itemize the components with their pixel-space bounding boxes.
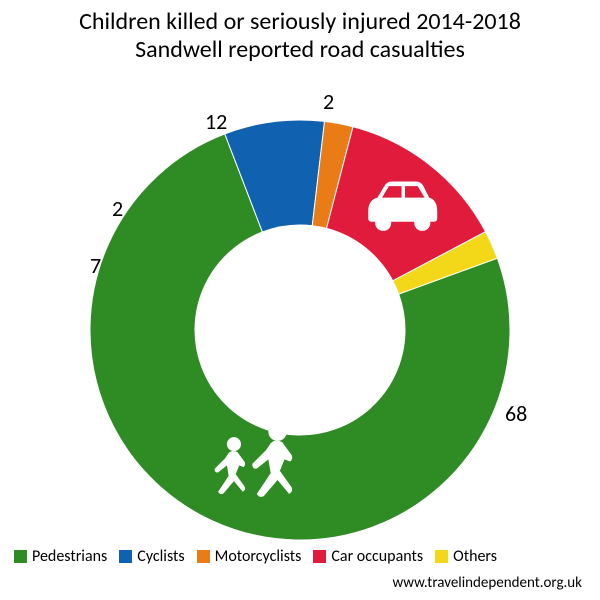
label-pedestrians: 68 [505, 400, 527, 427]
legend-item-car: Car occupants [313, 547, 423, 566]
legend-item-others: Others [435, 547, 497, 566]
legend: Pedestrians Cyclists Motorcyclists Car o… [14, 547, 497, 566]
label-motorcyclists: 2 [112, 195, 123, 222]
legend-swatch-others [435, 550, 448, 563]
legend-label-others: Others [453, 547, 497, 566]
chart-title: Children killed or seriously injured 201… [0, 8, 600, 65]
legend-swatch-car [313, 550, 326, 563]
donut-chart [60, 80, 540, 560]
label-car: 12 [205, 108, 227, 135]
chart-container: Children killed or seriously injured 201… [0, 0, 600, 600]
legend-label-car: Car occupants [331, 547, 423, 566]
credit-text: www.travelindependent.org.uk [393, 574, 582, 592]
legend-label-motorcyclists: Motorcyclists [215, 547, 302, 566]
legend-item-cyclists: Cyclists [119, 547, 184, 566]
legend-item-pedestrians: Pedestrians [14, 547, 107, 566]
legend-label-pedestrians: Pedestrians [32, 547, 107, 566]
legend-item-motorcyclists: Motorcyclists [197, 547, 302, 566]
title-line-1: Children killed or seriously injured 201… [0, 8, 600, 36]
legend-swatch-cyclists [119, 550, 132, 563]
label-cyclists: 7 [90, 252, 101, 279]
legend-label-cyclists: Cyclists [137, 547, 184, 566]
legend-swatch-motorcyclists [197, 550, 210, 563]
title-line-2: Sandwell reported road casualties [0, 36, 600, 64]
label-others: 2 [323, 88, 334, 115]
legend-swatch-pedestrians [14, 550, 27, 563]
